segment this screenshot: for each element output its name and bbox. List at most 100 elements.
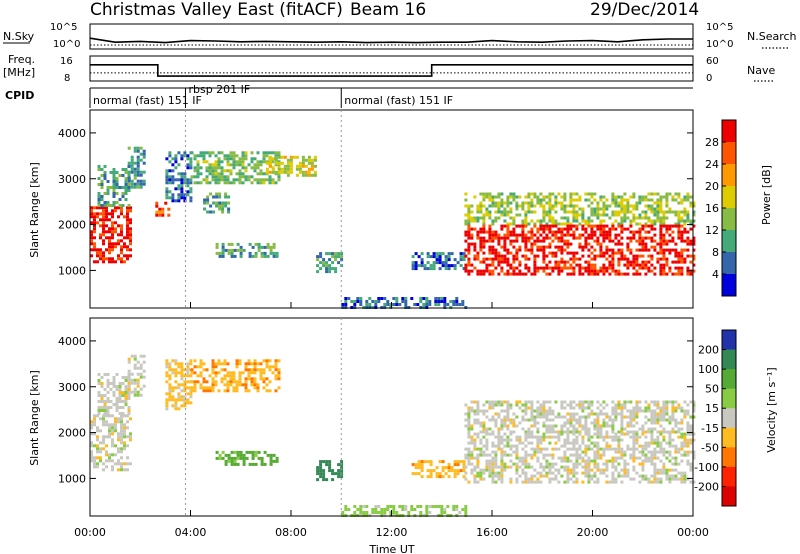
power-cells-cell	[611, 222, 615, 226]
power-cells-cell	[429, 267, 433, 271]
power-cells-cell	[602, 269, 606, 273]
vel-cells-cell	[611, 435, 615, 439]
vel-cells-cell	[563, 465, 567, 469]
power-cells-cell	[599, 224, 603, 228]
power-cells-cell	[635, 269, 639, 273]
vel-cells-cell	[479, 468, 483, 472]
power-cells-cell	[593, 224, 597, 228]
power-cells-cell	[93, 224, 96, 228]
vel-cells-cell	[656, 477, 660, 481]
vel-cells-cell	[665, 450, 669, 454]
vel-cells-cell	[563, 441, 567, 445]
power-cells-cell	[524, 236, 528, 240]
vel-cells-cell	[102, 417, 105, 421]
vel-cells-cell	[425, 511, 429, 514]
power-cells-cell	[256, 160, 260, 164]
power-cells-cell	[557, 245, 561, 249]
power-cells-cell	[644, 195, 648, 199]
power-cells-cell	[420, 252, 424, 256]
vel-cells-cell	[560, 424, 564, 428]
power-cells-cell	[686, 254, 690, 258]
power-cells-cell	[689, 272, 693, 276]
vel-cells-cell	[515, 450, 519, 454]
power-cells-cell	[623, 213, 627, 217]
power-cells-cell	[103, 165, 107, 168]
power-cells-cell	[536, 239, 540, 243]
power-cells-cell	[105, 248, 108, 252]
vel-cells-cell	[117, 462, 120, 466]
vel-cells-cell	[123, 432, 126, 436]
power-cells-cell	[557, 192, 561, 196]
power-cells-cell	[617, 210, 621, 214]
vel-cells-cell	[193, 359, 197, 363]
power-cells-cell	[272, 254, 276, 258]
power-cells-cell	[93, 248, 96, 252]
power-cells-cell	[217, 166, 221, 170]
power-cells-cell	[310, 164, 314, 168]
vel-cells-cell	[644, 459, 648, 463]
power-cells-cell	[476, 230, 480, 234]
power-cells-cell	[548, 224, 552, 228]
power-cells-cell	[644, 242, 648, 246]
vel-cells-cell	[476, 406, 480, 410]
vel-cells-cell	[103, 406, 107, 409]
power-cells-cell	[102, 251, 105, 255]
vel-cells-cell	[106, 400, 110, 403]
power-cells-cell	[111, 230, 114, 234]
power-cells-cell	[476, 254, 480, 258]
power-cells-cell	[142, 170, 146, 174]
vel-cells-cell	[566, 465, 570, 469]
power-cells-cell	[518, 204, 522, 208]
vel-cells-cell	[587, 456, 591, 460]
power-cells-cell	[515, 204, 519, 208]
power-cells-cell	[230, 242, 234, 246]
vel-cells-cell	[190, 386, 194, 390]
vel-cells-cell	[325, 478, 329, 482]
vel-cells-cell	[641, 459, 645, 463]
vel-cells-cell	[233, 462, 237, 466]
power-cells-cell	[629, 195, 633, 199]
power-cells-cell	[229, 169, 233, 173]
vel-cells-cell	[635, 412, 639, 416]
power-cells-cell	[581, 233, 585, 237]
power-cells-cell	[530, 210, 534, 214]
power-cells-cell	[572, 257, 576, 261]
power-cells-cell	[545, 236, 549, 240]
power-cells-cell	[584, 227, 588, 231]
vel-cells-cell	[174, 359, 178, 363]
vel-cells-cell	[99, 417, 102, 421]
vel-cells-cell	[557, 480, 561, 484]
power-cells-cell	[102, 212, 105, 216]
power-cells-cell	[226, 157, 230, 161]
power-cells-cell	[392, 297, 396, 300]
power-cells-cell	[530, 227, 534, 231]
vel-cells-cell	[662, 415, 666, 419]
power-cells-cell	[593, 254, 597, 258]
vel-cells-cell	[353, 511, 357, 514]
vel-cells-cell	[503, 418, 507, 422]
power-cells-cell	[656, 207, 660, 211]
vel-cells-cell	[647, 427, 651, 431]
vel-cells-cell	[569, 468, 573, 472]
vel-cells-cell	[488, 468, 492, 472]
power-cells-cell	[470, 233, 474, 237]
power-cells-cell	[575, 251, 579, 255]
power-cells-cell	[554, 233, 558, 237]
vel-cells-cell	[539, 403, 543, 407]
power-cells-cell	[599, 219, 603, 223]
vel-cells-cell	[551, 447, 555, 451]
power-cells-cell	[578, 242, 582, 246]
power-cells-cell	[129, 242, 132, 246]
vel-cells-cell	[340, 475, 344, 479]
power-cells-cell	[503, 224, 507, 228]
power-cells-cell	[578, 272, 582, 276]
vel-cells-cell	[174, 401, 178, 405]
power-cells-cell	[286, 161, 290, 165]
vel-cells-cell	[539, 441, 543, 445]
power-cells-cell	[93, 221, 96, 225]
vel-cells-cell	[575, 480, 579, 484]
vel-cells-cell	[548, 400, 552, 404]
power-cells-cell	[127, 170, 131, 174]
power-cells-cell	[334, 255, 338, 259]
power-cells-cell	[227, 242, 231, 246]
